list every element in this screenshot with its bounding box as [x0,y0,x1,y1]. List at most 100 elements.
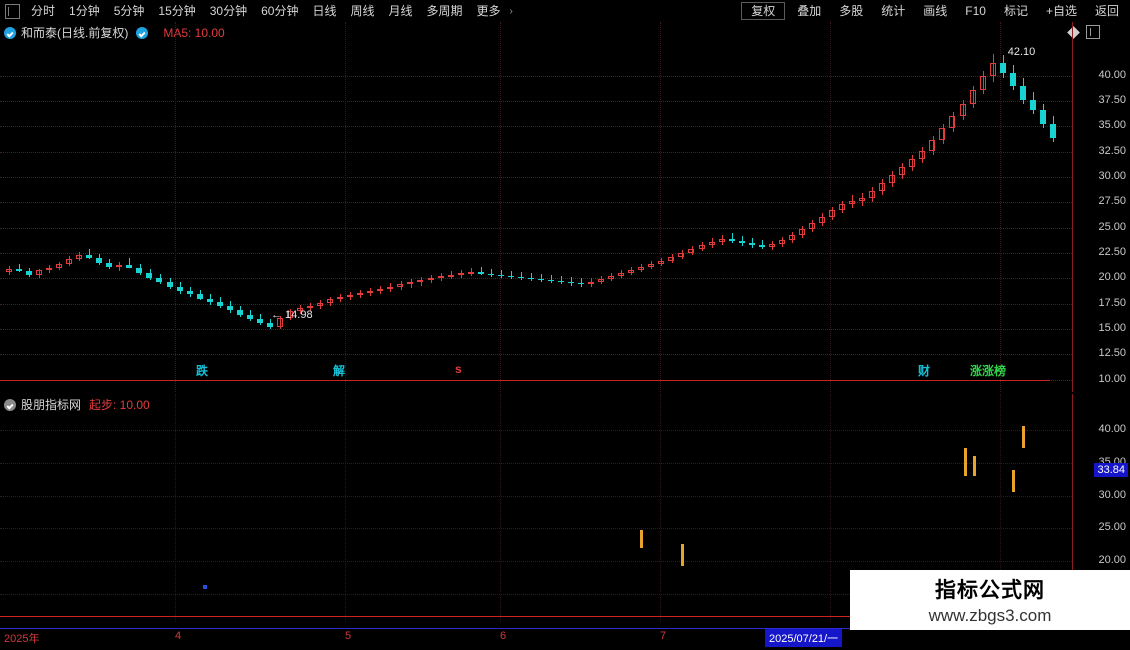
tab-30min[interactable]: 30分钟 [209,4,248,18]
price-y-label: 37.50 [1098,93,1126,106]
btn-f10[interactable]: F10 [965,4,986,18]
candle-body [648,264,655,268]
candle-body [929,140,936,151]
candle-body [357,292,364,295]
candle-body [588,282,595,285]
indicator-bar [640,530,643,548]
btn-fanhui[interactable]: 返回 [1094,4,1119,18]
tab-60min[interactable]: 60分钟 [261,4,299,18]
candle-body [317,302,324,306]
indicator-bar [1012,470,1015,493]
btn-fuquan[interactable]: 复权 [741,2,786,20]
candle-body [327,298,334,303]
x-axis-label: 5 [345,630,352,642]
tab-15min[interactable]: 15分钟 [158,4,196,18]
candle-wick [19,264,20,273]
tab-zhouxian[interactable]: 周线 [350,4,375,18]
watermark-line1: 指标公式网 [935,579,1045,602]
btn-huaxian[interactable]: 画线 [923,4,948,18]
candle-body [970,89,977,104]
x-axis-label: 7 [660,630,667,642]
tab-yuexian[interactable]: 月线 [388,4,413,18]
candle-body [548,280,555,282]
candle-body [889,174,896,184]
candle-wick [581,278,582,287]
candle-body [458,273,465,276]
indicator-vgridline [500,394,501,622]
price-vgridline [1000,22,1001,392]
price-gridline [0,176,1072,178]
tab-fenshi[interactable]: 分时 [31,4,56,18]
btn-biaoji[interactable]: 标记 [1003,4,1028,18]
candle-body [909,158,916,167]
candle-body [719,238,726,242]
diamond-icon[interactable] [1067,25,1080,39]
indicator-sub-label: 起步: 10.00 [89,398,150,412]
candle-wick [471,268,472,277]
check-circle-icon-2[interactable] [136,26,149,39]
indicator-gridline [0,594,1072,596]
top-toolbar: 分时 1分钟 5分钟 15分钟 30分钟 60分钟 日线 周线 月线 多周期 更… [0,0,1130,23]
btn-zixuan[interactable]: +自选 [1045,4,1077,18]
chevron-right-icon[interactable]: › [509,5,513,17]
tab-duozhouqi[interactable]: 多周期 [426,4,463,18]
toolbar-left-group: 分时 1分钟 5分钟 15分钟 30分钟 60分钟 日线 周线 月线 多周期 更… [0,0,513,22]
candle-body [177,286,184,291]
candle-body [287,310,294,318]
candle-wick [782,236,783,247]
candle-body [668,257,675,262]
check-circle-icon[interactable] [4,26,16,39]
candle-body [1030,99,1037,110]
btn-duogu[interactable]: 多股 [839,4,864,18]
candle-wick [541,274,542,283]
tab-rixian[interactable]: 日线 [312,4,337,18]
candle-wick [129,258,130,269]
indicator-gridline [0,495,1072,497]
price-chart-pane[interactable]: 和而泰(日线.前复权) MA5: 10.00 40.00 37.50 35.00 32… [0,22,1130,392]
candle-body [307,305,314,308]
candle-wick [963,99,964,121]
candle-body [658,261,665,265]
price-y-label: 25.00 [1098,220,1126,233]
tab-1min[interactable]: 1分钟 [69,4,100,18]
candle-body [478,272,485,275]
tab-gengduo[interactable]: 更多 [476,4,501,18]
btn-tongji[interactable]: 统计 [881,4,906,18]
price-vgridline [830,22,831,392]
candle-body [528,278,535,280]
candle-wick [561,276,562,285]
candle-wick [571,277,572,286]
indicator-y-label: 40.00 [1098,422,1126,435]
btn-diejia[interactable]: 叠加 [797,4,822,18]
price-vgridline [660,22,661,392]
price-gridline [0,75,1072,77]
x-axis-label: 2025年 [4,633,40,645]
price-gridline [0,303,1072,305]
candle-wick [511,271,512,280]
candle-body [428,278,435,281]
candle-wick [280,315,281,330]
price-gridline [0,100,1072,102]
tab-5min[interactable]: 5分钟 [113,4,145,18]
layout-icon[interactable] [5,3,20,19]
indicator-pane-header: 股朋指标网 起步: 10.00 [4,396,150,413]
indicator-bar [1022,425,1025,448]
candle-wick [922,146,923,163]
bottom-border-line [0,628,960,629]
check-circle-icon-3[interactable] [4,398,16,411]
candle-wick [983,71,984,94]
panel-toggle-icon[interactable] [1086,25,1100,39]
candle-body [779,239,786,244]
candle-body [678,253,685,258]
indicator-gridline [0,429,1072,431]
price-vgridline [175,22,176,392]
x-axis-label: 6 [500,630,507,642]
candle-wick [973,85,974,108]
candle-wick [802,225,803,238]
candle-body [16,269,23,272]
candle-body [237,309,244,315]
price-gridline [0,278,1072,280]
indicator-bar [681,544,684,567]
overlay-word: 财 [918,363,931,378]
